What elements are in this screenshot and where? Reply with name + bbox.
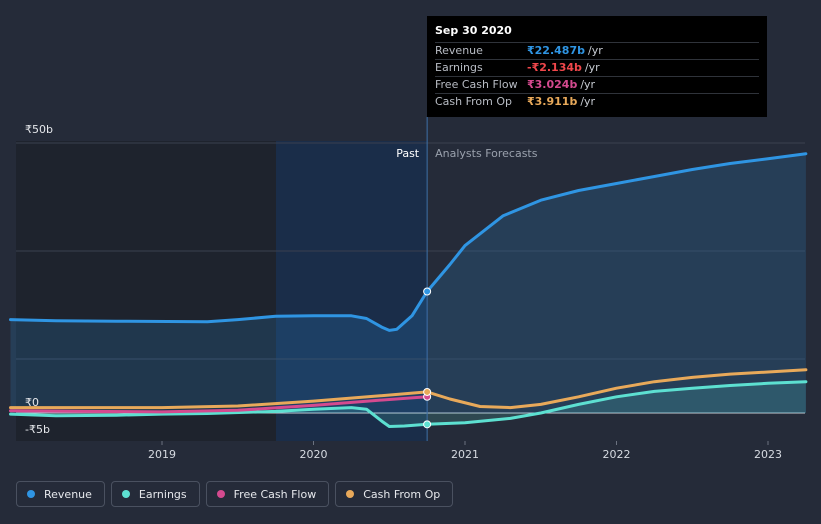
legend-label: Free Cash Flow [233, 487, 317, 501]
tooltip-row-unit: /yr [584, 61, 600, 74]
tooltip-row-name: Free Cash Flow [435, 78, 518, 91]
series-lines [9, 152, 808, 428]
y-tick-label: ₹0 [25, 396, 39, 409]
legend-item-free-cash-flow[interactable]: Free Cash Flow [205, 481, 330, 507]
legend-label: Revenue [44, 487, 92, 501]
series-line-free-cash-flow [9, 395, 429, 414]
legend: Revenue Earnings Free Cash Flow Cash From O… [16, 481, 454, 507]
tooltip-row: Revenue ₹22.487b/yr [435, 42, 759, 59]
legend-dot-icon [216, 490, 225, 498]
legend-item-earnings[interactable]: Earnings [110, 481, 200, 507]
legend-label: Earnings [138, 487, 187, 501]
x-tick-label: 2019 [148, 448, 176, 461]
tooltip-rows: Revenue ₹22.487b/yr Earnings -₹2.134b/yr Fre… [435, 42, 759, 110]
x-tick-label: 2021 [451, 448, 479, 461]
x-tick-label: 2020 [300, 448, 328, 461]
tooltip-row-value: -₹2.134b [527, 61, 582, 74]
y-tick-label: -₹5b [25, 423, 50, 436]
legend-dot-icon [346, 490, 355, 498]
marker-revenue [423, 287, 432, 296]
tooltip: Sep 30 2020 Revenue ₹22.487b/yr Earnings -₹… [427, 16, 767, 117]
legend-dot-icon [27, 490, 35, 498]
legend-dot-icon [121, 490, 130, 498]
series-line-earnings [9, 380, 808, 428]
forecast-label: Analysts Forecasts [435, 147, 538, 160]
past-highlight-band [276, 141, 428, 441]
tooltip-row: Free Cash Flow ₹3.024b/yr [435, 76, 759, 93]
legend-item-revenue[interactable]: Revenue [16, 481, 105, 507]
tooltip-row-value: ₹22.487b [527, 44, 585, 57]
tooltip-row-name: Cash From Op [435, 95, 513, 108]
tooltip-row-value: ₹3.024b [527, 78, 578, 91]
y-tick-label: ₹50b [25, 123, 53, 136]
legend-item-cash-from-op[interactable]: Cash From Op [335, 481, 454, 507]
tooltip-row-name: Earnings [435, 61, 483, 74]
series-line-cash-from-op [9, 368, 808, 410]
tooltip-row-unit: /yr [580, 95, 596, 108]
tooltip-date: Sep 30 2020 [435, 24, 512, 37]
x-tick-label: 2022 [603, 448, 631, 461]
y-axis: ₹50b ₹0 -₹5b [25, 123, 53, 436]
tooltip-row-unit: /yr [587, 44, 603, 57]
x-axis: 2019 2020 2021 2022 2023 [148, 441, 782, 461]
marker-earnings [423, 420, 432, 429]
tooltip-row: Earnings -₹2.134b/yr [435, 59, 759, 76]
tooltip-row: Cash From Op ₹3.911b/yr [435, 93, 759, 110]
legend-label: Cash From Op [363, 487, 441, 501]
hover-markers [423, 287, 432, 429]
tooltip-row-name: Revenue [435, 44, 483, 57]
tooltip-row-unit: /yr [580, 78, 596, 91]
series-line-revenue [9, 152, 808, 332]
series-fill-revenue [10, 153, 806, 414]
x-tick-label: 2023 [754, 448, 782, 461]
marker-cash-from-op [423, 387, 432, 396]
tooltip-row-value: ₹3.911b [527, 95, 578, 108]
past-label: Past [396, 147, 420, 160]
chart: ₹50b ₹0 -₹5b 2019 2020 2021 2022 2023 Past Ana… [9, 117, 808, 461]
